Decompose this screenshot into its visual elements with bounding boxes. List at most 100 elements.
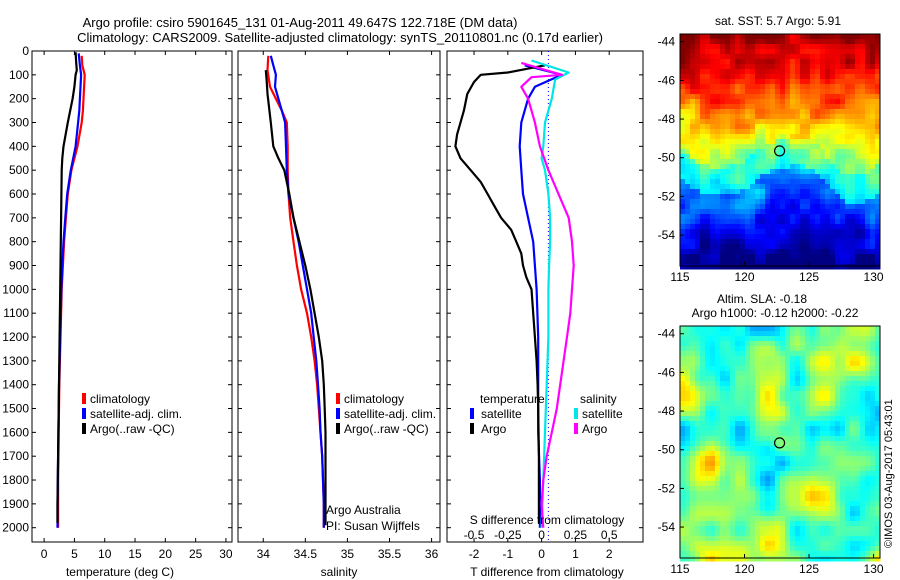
- map-cell: [780, 39, 786, 45]
- map-cell: [730, 381, 736, 387]
- map-cell: [725, 481, 731, 487]
- map-cell: [805, 356, 811, 362]
- map-cell: [770, 114, 776, 120]
- map-cell: [765, 264, 771, 270]
- map-cell: [790, 149, 796, 155]
- map-cell: [730, 189, 736, 195]
- map-cell: [875, 224, 881, 230]
- map-cell: [800, 199, 806, 205]
- map-cell: [810, 391, 816, 397]
- map-cell: [805, 536, 811, 542]
- map-cell: [860, 371, 866, 377]
- map-cell: [825, 69, 831, 75]
- map-cell: [780, 179, 786, 185]
- map-cell: [750, 169, 756, 175]
- map-cell: [770, 371, 776, 377]
- map-cell: [850, 431, 856, 437]
- map-cell: [695, 326, 701, 332]
- map-cell: [875, 219, 881, 225]
- map-cell: [860, 461, 866, 467]
- map-cell: [775, 366, 781, 372]
- map-cell: [840, 74, 846, 80]
- map-cell: [835, 49, 841, 55]
- map-cell: [705, 406, 711, 412]
- map-cell: [685, 506, 691, 512]
- map-cell: [695, 481, 701, 487]
- map-cell: [760, 536, 766, 542]
- map-cell: [850, 326, 856, 332]
- map-cell: [815, 361, 821, 367]
- map-cell: [820, 139, 826, 145]
- map-cell: [685, 94, 691, 100]
- map-cell: [865, 531, 871, 537]
- map-cell: [755, 119, 761, 125]
- map-cell: [845, 144, 851, 150]
- map-cell: [805, 189, 811, 195]
- map-cell: [875, 104, 881, 110]
- map-cell: [720, 346, 726, 352]
- map-cell: [705, 481, 711, 487]
- map-cell: [715, 114, 721, 120]
- map-cell: [870, 466, 876, 472]
- map-cell: [815, 411, 821, 417]
- map-cell: [760, 521, 766, 527]
- map-cell: [835, 416, 841, 422]
- map-cell: [710, 341, 716, 347]
- legend-swatch-climatology: [336, 393, 340, 404]
- map-cell: [740, 234, 746, 240]
- map-cell: [825, 59, 831, 65]
- map-cell: [810, 94, 816, 100]
- map-cell: [845, 361, 851, 367]
- map-cell: [855, 536, 861, 542]
- map-cell: [870, 119, 876, 125]
- map-cell: [740, 341, 746, 347]
- map-cell: [700, 511, 706, 517]
- map-cell: [770, 69, 776, 75]
- map-cell: [805, 94, 811, 100]
- map-cell: [835, 149, 841, 155]
- map-cell: [755, 406, 761, 412]
- map-cell: [815, 446, 821, 452]
- map-cell: [725, 154, 731, 160]
- map-cell: [705, 124, 711, 130]
- map-cell: [845, 511, 851, 517]
- map-cell: [855, 371, 861, 377]
- map-cell: [710, 259, 716, 265]
- map-cell: [780, 521, 786, 527]
- map-cell: [790, 466, 796, 472]
- map-cell: [690, 331, 696, 337]
- map-cell: [780, 326, 786, 332]
- map-cell: [770, 174, 776, 180]
- map-cell: [705, 154, 711, 160]
- map-cell: [700, 496, 706, 502]
- map-cell: [855, 204, 861, 210]
- map-cell: [690, 104, 696, 110]
- map-cell: [860, 49, 866, 55]
- map-cell: [685, 371, 691, 377]
- map-cell: [865, 486, 871, 492]
- map-cell: [770, 456, 776, 462]
- map-cell: [815, 94, 821, 100]
- map-cell: [800, 541, 806, 547]
- map-cell: [860, 154, 866, 160]
- map-cell: [805, 341, 811, 347]
- map-cell: [820, 431, 826, 437]
- map-cell: [850, 506, 856, 512]
- map-cell: [725, 396, 731, 402]
- map-cell: [735, 416, 741, 422]
- map-cell: [750, 391, 756, 397]
- map-cell: [800, 34, 806, 40]
- map-cell: [735, 174, 741, 180]
- map-cell: [790, 99, 796, 105]
- map-cell: [730, 74, 736, 80]
- map-cell: [805, 461, 811, 467]
- map-cell: [745, 44, 751, 50]
- map-cell: [690, 441, 696, 447]
- map-cell: [685, 204, 691, 210]
- map-cell: [770, 411, 776, 417]
- map-cell: [685, 139, 691, 145]
- map-cell: [705, 366, 711, 372]
- map-cell: [840, 174, 846, 180]
- map-cell: [680, 416, 686, 422]
- map-cell: [705, 386, 711, 392]
